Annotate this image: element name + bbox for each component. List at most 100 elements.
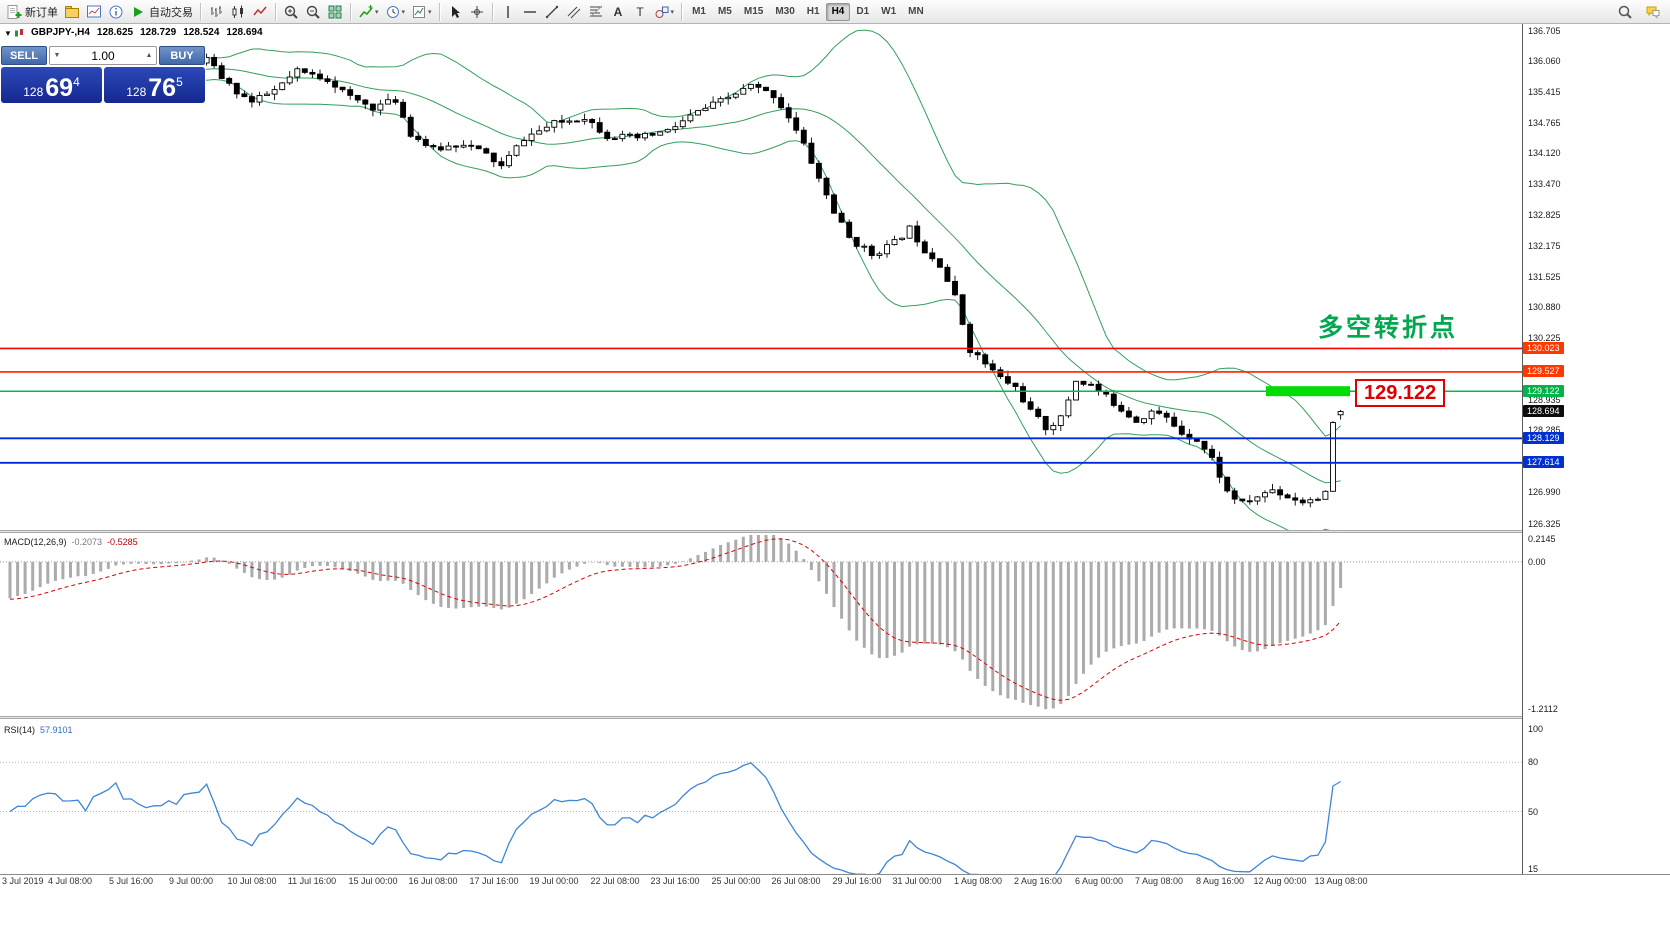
zoom-out-icon[interactable] (302, 2, 324, 22)
templates-icon[interactable]: ▾ (408, 2, 435, 22)
ask-quote-button[interactable]: 128 76 5 (104, 67, 205, 103)
time-axis-label: 11 Jul 16:00 (287, 876, 337, 886)
price-axis-label: 135.415 (1528, 86, 1561, 97)
timeframe-h1-button[interactable]: H1 (806, 6, 820, 17)
timeframe-w1-button[interactable]: W1 (881, 6, 897, 17)
sell-button[interactable]: SELL (1, 46, 47, 65)
tile-windows-icon[interactable] (324, 2, 346, 22)
toolbar-separator (350, 2, 351, 21)
time-axis-label: 17 Jul 16:00 (469, 876, 519, 886)
highlight-zone[interactable] (1266, 386, 1350, 397)
fibonacci-icon[interactable] (585, 2, 607, 22)
time-axis-label: 13 Aug 08:00 (1314, 876, 1368, 886)
macd-panel-canvas[interactable] (0, 533, 1522, 716)
channel-icon[interactable] (563, 2, 585, 22)
timeframe-m30-button[interactable]: M30 (775, 6, 795, 17)
price-axis-label: 134.120 (1528, 148, 1561, 159)
trendline-icon[interactable] (541, 2, 563, 22)
toolbar-separator (200, 2, 201, 21)
macd-axis-max: 0.2145 (1528, 534, 1556, 544)
ohlc-low: 128.524 (183, 27, 220, 38)
timeframe-mn-button[interactable]: MN (908, 6, 924, 17)
bollinger-middle-band (153, 68, 1341, 484)
rsi-splitter[interactable] (0, 716, 1670, 719)
pivot-annotation-text[interactable]: 多空转折点 (1318, 314, 1459, 342)
time-axis-label: 25 Jul 00:00 (711, 876, 761, 886)
data-window-icon[interactable] (105, 2, 127, 22)
dropdown-caret-icon: ▾ (401, 8, 406, 16)
bar-chart-icon[interactable] (205, 2, 227, 22)
price-callout-label[interactable]: 129.122 (1355, 379, 1446, 407)
time-axis-label: 29 Jul 16:00 (832, 876, 882, 886)
label-icon[interactable]: T (629, 2, 651, 22)
ohlc-close: 128.694 (226, 27, 263, 38)
dropdown-caret-icon: ▾ (670, 8, 675, 16)
svg-text:A: A (613, 5, 622, 19)
price-axis-label: 132.825 (1528, 209, 1561, 220)
time-axis-label: 19 Jul 00:00 (529, 876, 579, 886)
macd-splitter[interactable] (0, 530, 1670, 533)
bid-sup: 4 (73, 75, 80, 89)
zoom-in-icon[interactable] (280, 2, 302, 22)
rsi-axis-label: 100 (1528, 724, 1544, 735)
chart-symbol-header: GBPJPY-,H4 128.625 128.729 128.524 128.6… (14, 27, 263, 38)
horizontal-line-icon[interactable] (519, 2, 541, 22)
price-axis-label: 128.935 (1528, 394, 1561, 405)
profiles-icon[interactable] (61, 2, 83, 22)
timeframe-h4-button[interactable]: H4 (825, 2, 851, 21)
price-tag-129527: 129.527 (1523, 365, 1564, 378)
macd-header: MACD(12,26,9) -0.2073 -0.5285 (4, 537, 138, 547)
time-axis[interactable]: 3 Jul 2019 4 Jul 08:00 5 Jul 16:00 9 Jul 00… (0, 876, 1670, 890)
price-tag-127614: 127.614 (1523, 456, 1564, 469)
bid-quote-button[interactable]: 128 69 4 (1, 67, 102, 103)
search-icon[interactable] (1614, 2, 1636, 22)
oneclick-collapse-icon[interactable]: ▼ (4, 29, 12, 38)
toolbar-separator (681, 2, 683, 21)
new-order-button[interactable]: 新订单 (3, 2, 61, 22)
time-axis-label: 3 Jul 2019 (2, 876, 44, 886)
macd-title: MACD(12,26,9) (4, 537, 67, 547)
autotrading-button[interactable]: 自动交易 (127, 2, 196, 22)
price-axis-label: 126.990 (1528, 486, 1561, 497)
rsi-panel-canvas[interactable] (0, 720, 1522, 874)
timeframe-m1-button[interactable]: M1 (692, 6, 706, 17)
volume-decrease-button[interactable]: ▼ (53, 52, 61, 59)
volume-stepper[interactable]: ▼ 1.00 ▲ (49, 46, 157, 65)
vertical-line-icon[interactable] (497, 2, 519, 22)
volume-increase-button[interactable]: ▲ (145, 52, 153, 59)
bid-main: 69 (45, 74, 74, 102)
macd-main-value: -0.2073 (71, 537, 103, 547)
ask-main: 76 (148, 74, 177, 102)
bid-prefix: 128 (23, 85, 44, 99)
time-axis-label: 1 Aug 08:00 (953, 876, 1003, 886)
new-order-button-label: 新订单 (25, 6, 58, 19)
oneclick-trade-panel: SELL ▼ 1.00 ▲ BUY 128 69 4 128 76 5 (1, 46, 205, 103)
market-watch-icon[interactable] (83, 2, 105, 22)
svg-text:T: T (636, 5, 644, 19)
price-axis[interactable]: 0.2145 0.00 -1.2112 136.705 136.060 135.41… (1523, 24, 1670, 874)
price-tag-129122: 129.122 (1523, 384, 1564, 397)
cursor-icon[interactable] (444, 2, 466, 22)
price-axis-label: 130.880 (1528, 302, 1561, 313)
time-axis-label: 2 Aug 16:00 (1013, 876, 1063, 886)
line-chart-icon[interactable] (249, 2, 271, 22)
indicators-icon[interactable]: ▾ (355, 2, 382, 22)
shapes-icon[interactable]: ▾ (651, 2, 678, 22)
time-axis-label: 5 Jul 16:00 (108, 876, 154, 886)
rsi-value: 57.9101 (40, 725, 73, 735)
candlestick-chart-icon[interactable] (227, 2, 249, 22)
price-axis-label: 131.525 (1528, 271, 1561, 282)
timeframe-m5-button[interactable]: M5 (717, 6, 732, 17)
timeframe-d1-button[interactable]: D1 (856, 6, 870, 17)
buy-button[interactable]: BUY (159, 46, 205, 65)
crosshair-icon[interactable] (466, 2, 488, 22)
volume-value[interactable]: 1.00 (91, 48, 115, 63)
time-axis-label: 15 Jul 00:00 (348, 876, 398, 886)
candles (7, 53, 1344, 508)
text-icon[interactable]: A (607, 2, 629, 22)
timeframe-m15-button[interactable]: M15 (743, 6, 764, 17)
main-chart-canvas[interactable] (0, 24, 1522, 530)
price-axis-label: 132.175 (1528, 240, 1561, 251)
periods-icon[interactable]: ▾ (382, 2, 409, 22)
chat-icon[interactable] (1642, 2, 1664, 22)
